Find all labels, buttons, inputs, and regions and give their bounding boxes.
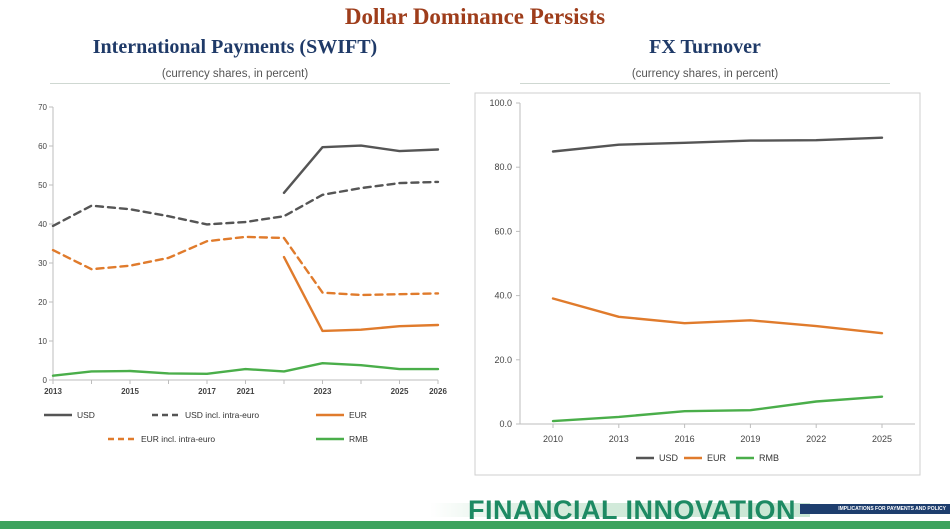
legend-label-eur: EUR: [349, 410, 367, 420]
legend-label-eur-incl-intra-euro: EUR incl. intra-euro: [141, 434, 215, 444]
series-line-rmb: [551, 395, 884, 423]
fx-chart-title: FX Turnover: [649, 36, 761, 58]
legend-label-eur: EUR: [707, 453, 727, 463]
series-line-eur-incl-intra-euro: [51, 235, 440, 297]
y-tick-label: 40: [38, 220, 47, 229]
legend-label-usd-incl-intra-euro: USD incl. intra-euro: [185, 410, 259, 420]
y-tick-label: 60: [38, 142, 47, 151]
x-tick-label: 2026: [429, 387, 447, 396]
legend-label-rmb: RMB: [759, 453, 779, 463]
y-tick-label: 100.0: [489, 98, 512, 108]
footer-stripe: [0, 521, 950, 529]
footer-brand-tagline: IMPLICATIONS FOR PAYMENTS AND POLICY: [800, 504, 950, 514]
y-tick-label: 50: [38, 181, 47, 190]
swift-line-chart: 0 10 20 30 40 50 60 70 2013 2015 2017 2021 2023 2025 2…: [38, 103, 447, 444]
series-line-rmb: [51, 362, 440, 377]
x-tick-label: 2025: [872, 434, 892, 444]
y-tick-label: 70: [38, 103, 47, 112]
y-tick-label: 40.0: [494, 291, 512, 301]
y-tick-label: 10: [38, 337, 47, 346]
legend-label-rmb: RMB: [349, 434, 368, 444]
y-tick-label: 20.0: [494, 355, 512, 365]
y-tick-label: 0.0: [499, 419, 512, 429]
series-line-usd: [551, 136, 884, 153]
x-tick-label: 2025: [391, 387, 409, 396]
x-tick-label: 2010: [543, 434, 563, 444]
y-tick-label: 60.0: [494, 226, 512, 236]
footer-banner-background: [430, 503, 810, 517]
x-tick-label: 2013: [44, 387, 62, 396]
x-tick-label: 2016: [675, 434, 695, 444]
swift-chart-title: International Payments (SWIFT): [92, 36, 378, 58]
x-tick-label: 2015: [121, 387, 139, 396]
fx-subtitle-rule: [520, 83, 890, 84]
y-tick-label: 80.0: [494, 162, 512, 172]
legend-label-usd: USD: [77, 410, 95, 420]
x-tick-label: 2019: [740, 434, 760, 444]
swift-chart-subtitle: (currency shares, in percent): [161, 68, 309, 80]
swift-subtitle-rule: [50, 83, 450, 84]
series-line-usd: [282, 144, 440, 194]
y-tick-label: 0: [43, 376, 48, 385]
legend-label-usd: USD: [659, 453, 679, 463]
x-tick-label: 2023: [314, 387, 332, 396]
footer-brand-logo: FINANCIAL INNOVATION: [468, 495, 796, 525]
fx-turnover-line-chart: 0.0 20.0 40.0 60.0 80.0 100.0 2010 2013 2016 2019…: [474, 92, 921, 476]
x-tick-label: 2021: [237, 387, 255, 396]
series-line-usd-incl-intra-euro: [51, 180, 440, 228]
series-line-eur: [282, 255, 440, 333]
x-tick-label: 2017: [198, 387, 216, 396]
y-tick-label: 20: [38, 298, 47, 307]
fx-chart-subtitle: (currency shares, in percent): [631, 68, 779, 80]
x-tick-label: 2022: [806, 434, 826, 444]
y-tick-label: 30: [38, 259, 47, 268]
series-line-eur: [551, 297, 884, 335]
x-tick-label: 2013: [609, 434, 629, 444]
page-title: Dollar Dominance Persists: [344, 4, 606, 29]
chart-frame: [474, 92, 921, 476]
